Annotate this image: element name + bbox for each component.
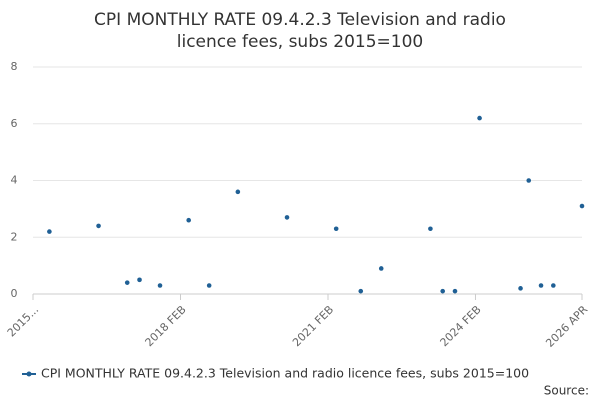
chart-title: CPI MONTHLY RATE 09.4.2.3 Television and… bbox=[94, 10, 506, 52]
point bbox=[96, 223, 101, 229]
y-tick-label: 8 bbox=[11, 60, 18, 73]
point bbox=[551, 283, 556, 288]
point bbox=[47, 229, 52, 234]
point bbox=[452, 288, 458, 294]
x-tick-label: 2021 FEB bbox=[290, 303, 336, 349]
x-tick-label: 2015... bbox=[5, 303, 41, 339]
y-tick-label: 0 bbox=[11, 287, 18, 300]
point bbox=[157, 283, 163, 288]
point bbox=[526, 178, 532, 183]
point bbox=[124, 280, 130, 285]
point bbox=[333, 226, 339, 232]
x-tick-label: 2024 FEB bbox=[438, 303, 484, 349]
point bbox=[235, 189, 241, 195]
point bbox=[440, 288, 446, 294]
point bbox=[186, 217, 191, 223]
point bbox=[579, 203, 585, 209]
point bbox=[518, 286, 523, 291]
point bbox=[284, 215, 290, 220]
point bbox=[358, 288, 364, 294]
point bbox=[538, 283, 544, 288]
point bbox=[428, 226, 433, 232]
point bbox=[378, 266, 384, 271]
point bbox=[137, 277, 142, 283]
source: Source: bbox=[544, 384, 589, 398]
point bbox=[206, 283, 212, 288]
legend-marker bbox=[26, 371, 32, 377]
y-tick-label: 2 bbox=[11, 230, 18, 243]
x-tick-label: 2018 FEB bbox=[143, 303, 189, 349]
legend-label: CPI MONTHLY RATE 09.4.2.3 Television and… bbox=[41, 366, 529, 381]
y-tick-label: 6 bbox=[11, 117, 18, 130]
point bbox=[477, 115, 482, 121]
x-tick-label: 2026 APR bbox=[543, 303, 590, 350]
y-tick-label: 4 bbox=[11, 174, 18, 187]
